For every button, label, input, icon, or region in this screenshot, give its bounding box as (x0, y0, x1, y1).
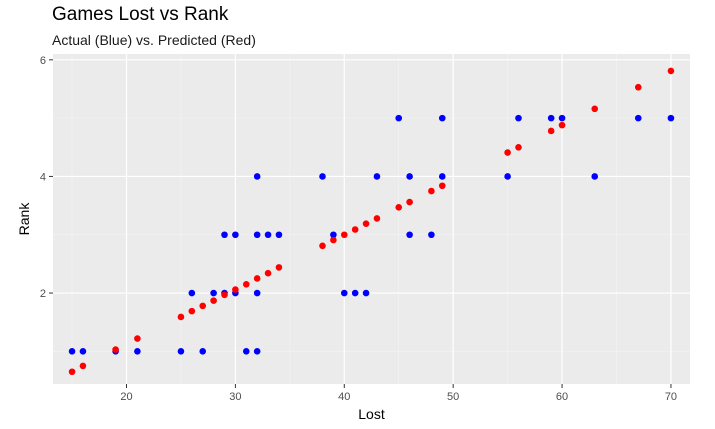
actual-point (515, 114, 522, 122)
predicted-series (68, 67, 675, 376)
predicted-point (438, 182, 446, 190)
y-axis-label: Rank (16, 202, 32, 236)
actual-point (362, 289, 370, 297)
predicted-point (134, 335, 141, 342)
grid-lines (53, 54, 690, 384)
predicted-point (351, 226, 359, 233)
actual-point (428, 231, 435, 239)
x-tick-label: 60 (556, 391, 568, 403)
predicted-point (330, 236, 337, 244)
actual-point (319, 173, 326, 180)
predicted-point (667, 67, 675, 75)
predicted-point (558, 121, 566, 129)
actual-point (68, 348, 76, 355)
predicted-point (504, 149, 511, 156)
actual-point (253, 289, 261, 297)
actual-point (210, 289, 217, 297)
actual-point (221, 231, 228, 239)
data-points (68, 67, 675, 376)
actual-point (340, 289, 348, 297)
actual-point (330, 231, 337, 239)
predicted-point (515, 143, 522, 151)
x-axis-label: Lost (358, 406, 385, 422)
predicted-point (221, 291, 228, 299)
predicted-point (428, 187, 435, 195)
x-tick-label: 70 (665, 391, 677, 403)
actual-point (406, 173, 413, 180)
actual-point (591, 173, 599, 180)
predicted-point (210, 297, 217, 304)
y-tick-label: 6 (40, 55, 46, 67)
predicted-point (634, 83, 642, 91)
x-tick-label: 40 (338, 391, 350, 403)
predicted-point (406, 198, 413, 206)
predicted-point (264, 269, 272, 277)
predicted-point (319, 242, 326, 250)
actual-point (79, 348, 87, 355)
actual-point (275, 231, 283, 239)
predicted-point (373, 215, 381, 222)
plot-panel (53, 54, 690, 384)
predicted-point (362, 220, 370, 227)
predicted-point (253, 275, 261, 282)
actual-point (504, 173, 511, 180)
actual-point (373, 173, 381, 180)
actual-point (406, 231, 413, 239)
predicted-point (177, 313, 185, 321)
actual-point (242, 348, 250, 355)
predicted-point (395, 204, 403, 211)
actual-point (438, 114, 446, 122)
axes: 20 30 40 50 60 70 2 4 6 (40, 55, 677, 403)
actual-point (395, 114, 403, 122)
predicted-point (275, 264, 283, 271)
chart-title: Games Lost vs Rank (52, 4, 229, 25)
predicted-point (188, 307, 196, 315)
actual-point (547, 114, 555, 122)
predicted-point (591, 105, 599, 113)
y-tick-label: 2 (40, 288, 46, 300)
actual-point (253, 348, 261, 355)
actual-point (558, 114, 566, 122)
predicted-point (199, 302, 207, 310)
actual-point (438, 173, 446, 180)
predicted-point (547, 127, 555, 135)
actual-point (177, 348, 185, 355)
actual-point (667, 114, 675, 122)
x-tick-label: 50 (447, 391, 459, 403)
actual-point (188, 289, 196, 297)
actual-point (232, 231, 239, 239)
actual-point (253, 173, 261, 180)
predicted-point (112, 346, 119, 353)
predicted-point (68, 368, 76, 376)
actual-point (264, 231, 272, 239)
actual-point (634, 114, 642, 122)
x-tick-label: 30 (229, 391, 241, 403)
actual-point (351, 289, 359, 297)
predicted-point (232, 286, 239, 293)
actual-point (199, 348, 207, 355)
chart-subtitle: Actual (Blue) vs. Predicted (Red) (52, 32, 256, 48)
predicted-point (242, 281, 250, 288)
predicted-point (79, 362, 87, 370)
y-tick-label: 4 (40, 171, 46, 183)
predicted-point (340, 231, 348, 239)
x-tick-label: 20 (120, 391, 132, 403)
actual-point (134, 348, 141, 355)
actual-point (253, 231, 261, 239)
